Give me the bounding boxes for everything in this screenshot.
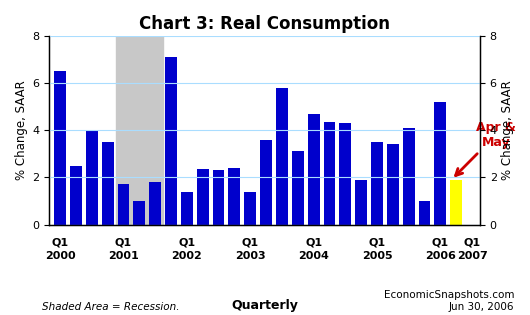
Bar — [213, 170, 225, 225]
Bar — [355, 180, 367, 225]
Bar — [339, 123, 351, 225]
Bar — [134, 201, 145, 225]
Bar — [228, 168, 240, 225]
Bar — [276, 88, 288, 225]
Bar — [244, 192, 256, 225]
Bar — [419, 201, 430, 225]
Y-axis label: % Change, SAAR: % Change, SAAR — [501, 80, 514, 180]
Text: Q1: Q1 — [463, 238, 481, 248]
Text: Q1: Q1 — [178, 238, 196, 248]
Text: Q1: Q1 — [368, 238, 385, 248]
Y-axis label: % Change, SAAR: % Change, SAAR — [15, 80, 28, 180]
Bar — [149, 182, 161, 225]
Text: EconomicSnapshots.com
Jun 30, 2006: EconomicSnapshots.com Jun 30, 2006 — [384, 290, 514, 312]
Bar — [292, 152, 304, 225]
Bar — [102, 142, 113, 225]
Text: 2004: 2004 — [298, 251, 329, 261]
Text: 2000: 2000 — [45, 251, 75, 261]
Bar — [165, 57, 177, 225]
Bar — [435, 102, 446, 225]
Text: Quarterly: Quarterly — [232, 299, 298, 312]
Title: Chart 3: Real Consumption: Chart 3: Real Consumption — [139, 15, 390, 33]
Text: Q1: Q1 — [115, 238, 132, 248]
Bar — [116, 36, 163, 225]
Text: Q1: Q1 — [432, 238, 449, 248]
Bar — [118, 185, 129, 225]
Bar — [197, 169, 209, 225]
Bar — [86, 130, 98, 225]
Text: 2003: 2003 — [235, 251, 266, 261]
Text: Apr &
May: Apr & May — [456, 121, 516, 175]
Text: 2002: 2002 — [172, 251, 202, 261]
Bar — [450, 180, 462, 225]
Bar — [307, 114, 320, 225]
Text: Shaded Area = Recession.: Shaded Area = Recession. — [42, 302, 180, 312]
Bar — [70, 166, 82, 225]
Bar — [260, 140, 272, 225]
Text: Q1: Q1 — [305, 238, 322, 248]
Text: 2001: 2001 — [108, 251, 139, 261]
Text: 2005: 2005 — [361, 251, 392, 261]
Text: Q1: Q1 — [242, 238, 259, 248]
Text: 2007: 2007 — [457, 251, 488, 261]
Bar — [323, 122, 335, 225]
Bar — [387, 144, 399, 225]
Bar — [54, 71, 66, 225]
Text: Q1: Q1 — [51, 238, 69, 248]
Bar — [371, 142, 383, 225]
Bar — [403, 128, 414, 225]
Text: 2006: 2006 — [425, 251, 456, 261]
Bar — [181, 192, 193, 225]
